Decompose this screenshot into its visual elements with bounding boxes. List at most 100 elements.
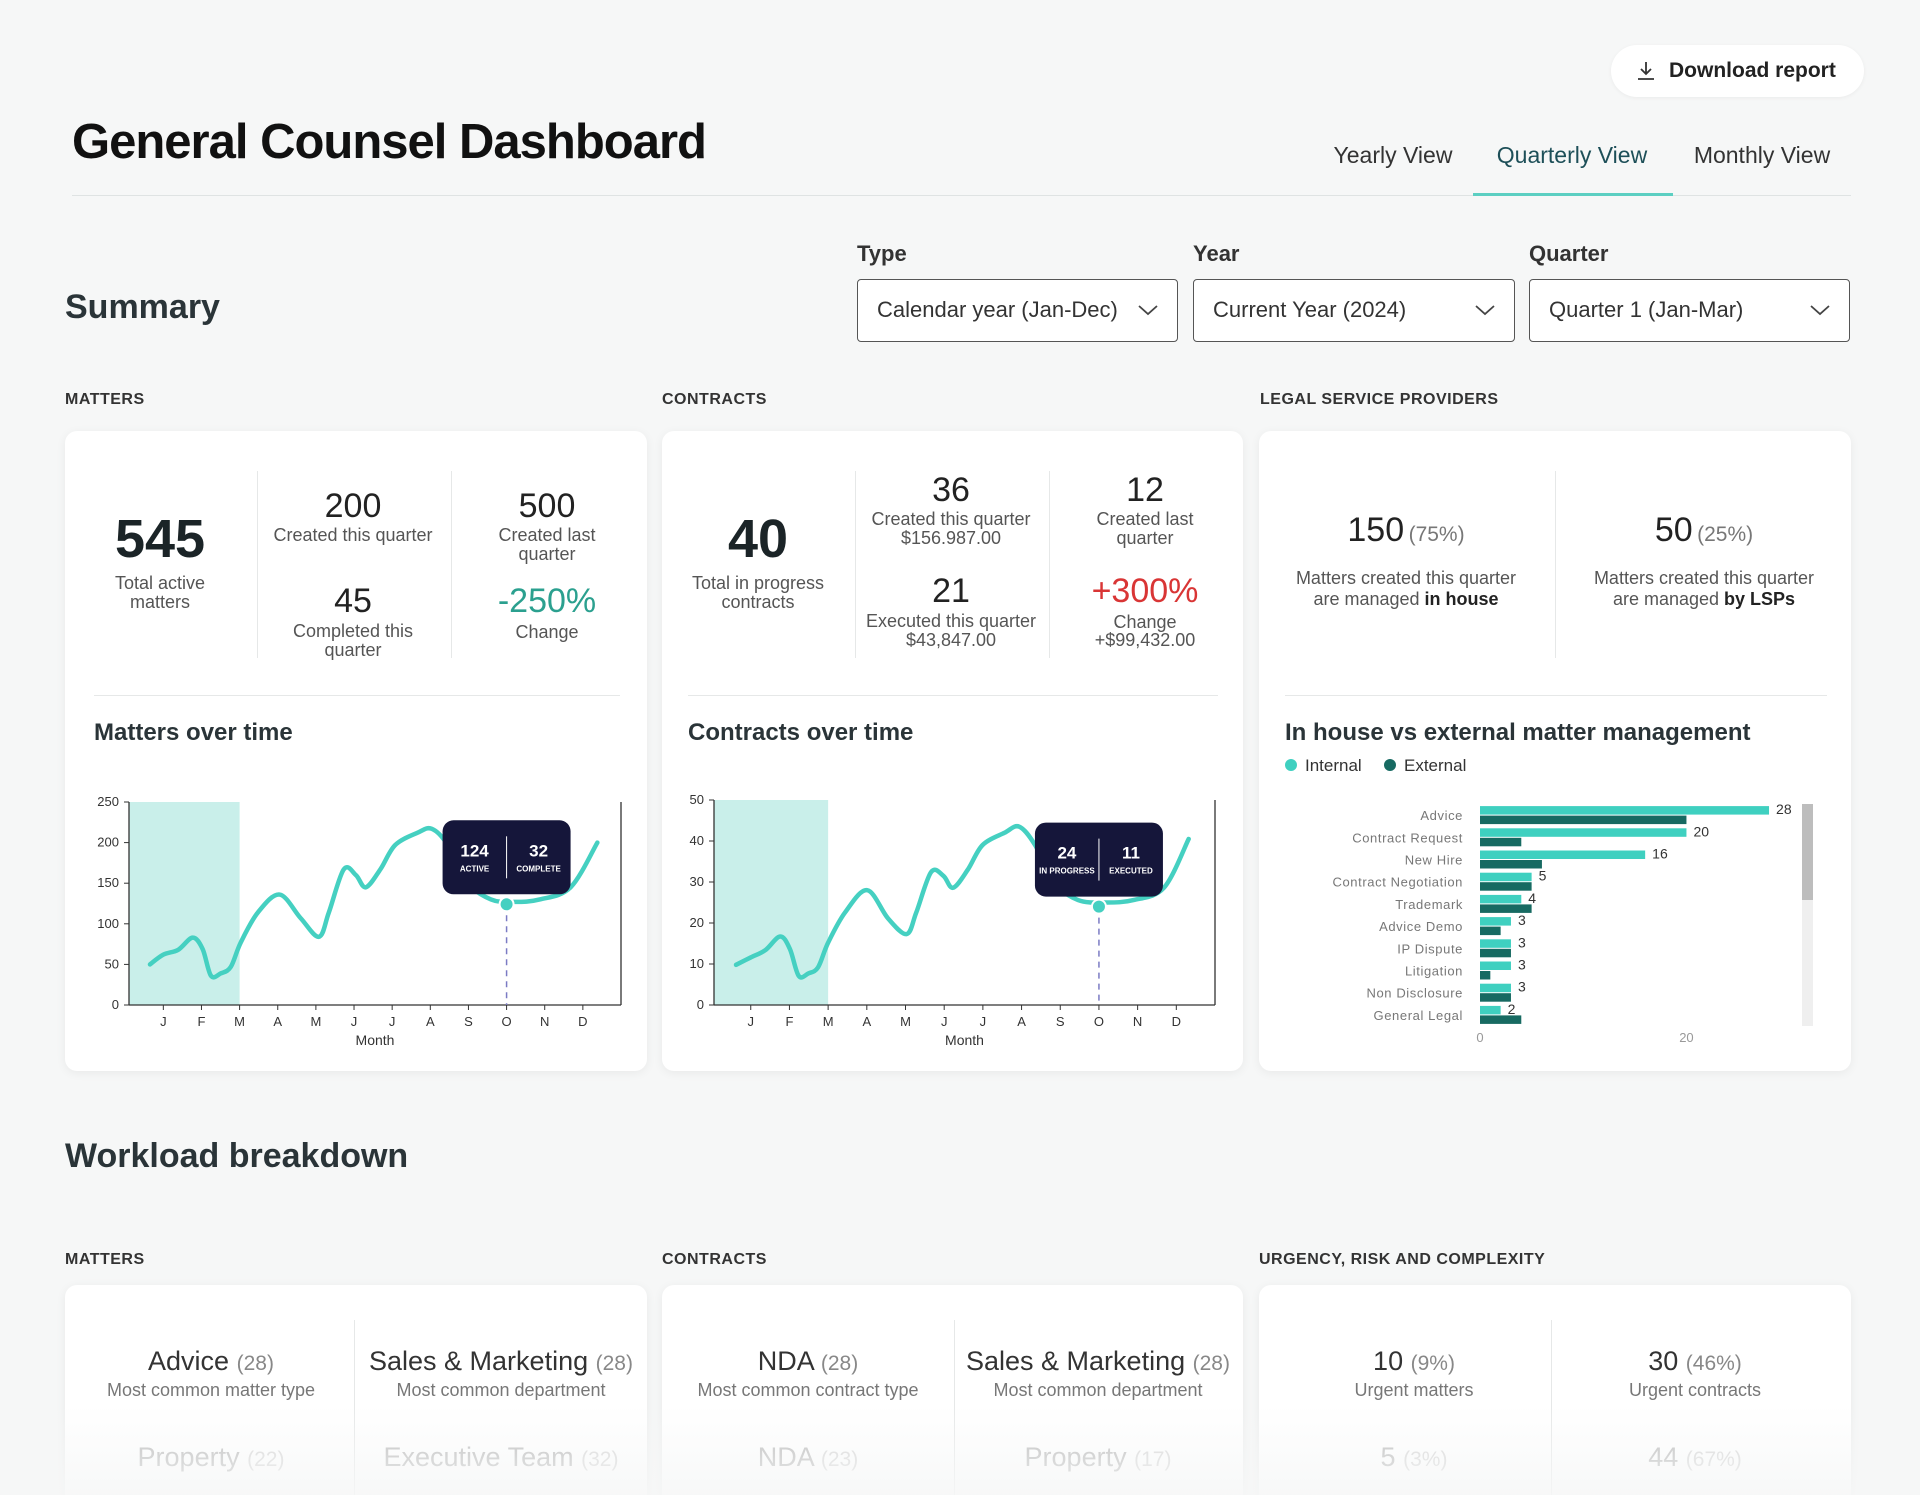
x-tick-label: D: [578, 1014, 587, 1029]
x-axis-label: Month: [945, 1032, 984, 1048]
x-tick-label: M: [234, 1014, 245, 1029]
chevron-glyph: [1138, 305, 1158, 316]
stat-label: Total in progress contracts: [691, 573, 825, 612]
data-label: 3: [1518, 912, 1526, 928]
filter-value: Quarter 1 (Jan-Mar): [1549, 297, 1744, 322]
chevron-glyph: [1475, 305, 1495, 316]
section-label: URGENCY, RISK AND COMPLEXITY: [1259, 1251, 1546, 1268]
x-tick-label: J: [748, 1014, 755, 1029]
x-tick-label: A: [862, 1014, 871, 1029]
divider: [855, 471, 856, 658]
item-count: (28): [820, 1352, 859, 1375]
stat-label: Created this quarter: [871, 509, 1031, 529]
y-tick-label: 200: [97, 835, 119, 850]
tab[interactable]: Monthly View: [1693, 142, 1831, 168]
header-divider: [72, 195, 1851, 196]
y-tick-label: 40: [690, 833, 704, 848]
divider: [688, 695, 1218, 696]
stat-change: +300%: [1091, 572, 1199, 610]
workload-item: NDA (28): [648, 1347, 968, 1378]
stat-label: Total active matters: [114, 573, 206, 612]
y-tick-label: 0: [112, 997, 119, 1012]
stat-label: Matters created this quarter: [1295, 568, 1517, 588]
section-label: MATTERS: [65, 1251, 145, 1268]
filter-label: Type: [857, 241, 907, 266]
tooltip-value: 11: [1122, 844, 1140, 863]
bar: [1480, 1015, 1522, 1024]
stat-label: are managed by LSPs: [1554, 590, 1854, 609]
page-title: General Counsel Dashboard: [72, 115, 707, 169]
divider: [1285, 695, 1827, 696]
stat-label: Matters created this quarter: [1593, 568, 1815, 588]
tab[interactable]: Yearly View: [1333, 142, 1453, 168]
filter-select[interactable]: Calendar year (Jan-Dec): [857, 279, 1178, 342]
item-count: (28): [1192, 1352, 1230, 1375]
item-name: Advice: [148, 1346, 230, 1376]
bar: [1480, 850, 1646, 859]
y-tick-label: 20: [690, 915, 704, 930]
bar: [1480, 860, 1542, 869]
stat-share: (75%): [1408, 523, 1465, 546]
x-tick-label: M: [900, 1014, 911, 1029]
x-tick-label: J: [160, 1014, 167, 1029]
data-label: 20: [1693, 823, 1709, 839]
x-tick-label: A: [426, 1014, 435, 1029]
y-tick-label: 250: [97, 794, 119, 809]
stat-share: (25%): [1697, 523, 1754, 546]
tooltip-marker: [498, 896, 515, 913]
data-label: 4: [1528, 890, 1536, 906]
bar: [1480, 926, 1501, 936]
tab-active[interactable]: Quarterly View: [1496, 142, 1648, 168]
y-tick-label: Contract Request: [1352, 830, 1463, 845]
download-button[interactable]: Download report: [1611, 45, 1864, 97]
item-name: 30: [1648, 1346, 1679, 1376]
y-tick-label: 100: [97, 916, 119, 931]
y-tick-label: 0: [697, 997, 704, 1012]
section-label: LEGAL SERVICE PROVIDERS: [1260, 391, 1499, 408]
tooltip-label: COMPLETE: [516, 864, 561, 873]
y-tick-label: 30: [690, 874, 704, 889]
item-count: (28): [236, 1352, 274, 1375]
x-tick-label: O: [502, 1014, 512, 1029]
x-axis-label: Month: [356, 1032, 395, 1048]
bar: [1480, 904, 1532, 913]
x-tick-label: 0: [1476, 1030, 1483, 1045]
chart-title: Matters over time: [94, 719, 293, 746]
chevron: [1138, 305, 1158, 316]
x-tick-label: M: [823, 1014, 834, 1029]
stat-value: 150: [1347, 511, 1405, 549]
bar: [1480, 882, 1532, 891]
stat-value: 36: [932, 471, 970, 509]
filter-value: Current Year (2024): [1213, 297, 1407, 322]
y-tick-label: IP Dispute: [1397, 941, 1463, 956]
divider: [451, 471, 452, 658]
x-tick-label: D: [1172, 1014, 1181, 1029]
stat-value: 200: [324, 487, 382, 525]
y-tick-label: 150: [97, 875, 119, 890]
x-tick-label: A: [273, 1014, 282, 1029]
provider-stat: 150 (75%): [1256, 513, 1556, 547]
x-tick-label: J: [941, 1014, 948, 1029]
stat-label-part: are managed: [1313, 589, 1425, 609]
y-tick-label: Contract Negotiation: [1332, 875, 1463, 890]
data-label: 3: [1518, 934, 1526, 950]
download-glyph: [1638, 62, 1654, 80]
filter-label: Quarter: [1529, 241, 1609, 266]
bar: [1480, 939, 1511, 948]
bar: [1480, 806, 1770, 815]
bar: [1480, 828, 1687, 837]
stat-emphasis: in house: [1424, 589, 1499, 609]
x-tick-label: S: [464, 1014, 473, 1029]
filter-select[interactable]: Current Year (2024): [1193, 279, 1515, 342]
workload-item: Sales & Marketing (28): [341, 1347, 661, 1378]
y-tick-label: Trademark: [1395, 897, 1463, 912]
x-tick-label: F: [785, 1014, 793, 1029]
stat-value: 45: [334, 582, 372, 620]
section-label: CONTRACTS: [662, 391, 767, 408]
filter-select[interactable]: Quarter 1 (Jan-Mar): [1529, 279, 1850, 342]
stat-value: 21: [932, 572, 970, 610]
stat-value: 500: [518, 487, 576, 525]
stat-label: Change: [515, 622, 579, 642]
section-label: MATTERS: [65, 391, 145, 408]
